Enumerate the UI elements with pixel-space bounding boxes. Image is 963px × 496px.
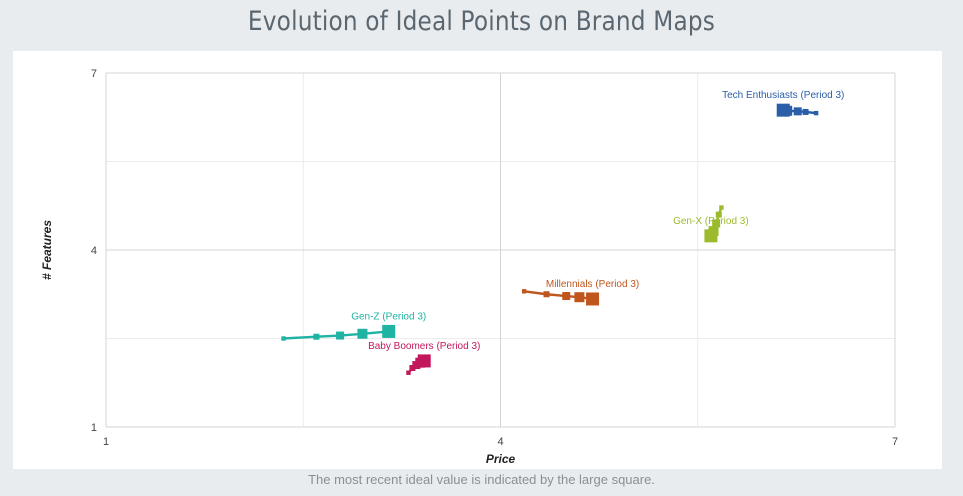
series-group: Baby Boomers (Period 3) [368, 341, 480, 375]
series-group: Millennials (Period 3) [521, 279, 639, 306]
x-tick-label: 7 [892, 436, 898, 448]
chart-title: Evolution of Ideal Points on Brand Maps [247, 6, 716, 37]
y-tick-label: 1 [91, 422, 97, 434]
data-point [562, 292, 571, 301]
data-point [574, 292, 585, 303]
tick-labels: 1 4 7 1 4 7 [91, 68, 898, 448]
data-point [813, 110, 819, 116]
data-point [793, 107, 802, 116]
data-point [776, 103, 790, 117]
series-label: Gen-Z (Period 3) [351, 311, 426, 322]
series-group: Gen-Z (Period 3) [281, 311, 426, 341]
data-point [802, 108, 809, 115]
scatter-chart: 1 4 7 1 4 7 Gen-Z (Period 3) Baby Boomers (Per… [40, 68, 898, 466]
y-axis-title: # Features [40, 220, 54, 280]
y-tick-label: 4 [91, 245, 97, 257]
grid-lines [105, 72, 896, 428]
data-point [406, 370, 411, 375]
x-axis-title: Price [486, 452, 516, 466]
series-label: Gen-X (Period 3) [673, 216, 749, 227]
data-point [357, 328, 368, 339]
data-point [719, 205, 724, 210]
data-point [715, 211, 722, 218]
series-label: Tech Enthusiasts (Period 3) [722, 90, 844, 101]
chart-footnote: The most recent ideal value is indicated… [308, 472, 655, 487]
series-label: Millennials (Period 3) [546, 279, 639, 290]
data-point [543, 291, 550, 298]
series-label: Baby Boomers (Period 3) [368, 341, 480, 352]
data-point [382, 324, 396, 338]
data-point [336, 331, 345, 340]
data-point [586, 292, 600, 306]
data-point [521, 289, 527, 294]
data-point [313, 333, 320, 340]
data-point [417, 354, 431, 368]
y-tick-label: 7 [91, 68, 97, 80]
series-group: Gen-X (Period 3) [673, 205, 749, 243]
x-tick-label: 4 [497, 436, 503, 448]
data-point [704, 229, 718, 243]
x-tick-label: 1 [103, 436, 109, 448]
series-layer: Gen-Z (Period 3) Baby Boomers (Period 3) M… [281, 90, 844, 375]
data-point [281, 336, 286, 341]
chart-panel: 1 4 7 1 4 7 Gen-Z (Period 3) Baby Boomers (Per… [13, 51, 942, 469]
data-point [712, 219, 721, 228]
series-group: Tech Enthusiasts (Period 3) [722, 90, 844, 117]
